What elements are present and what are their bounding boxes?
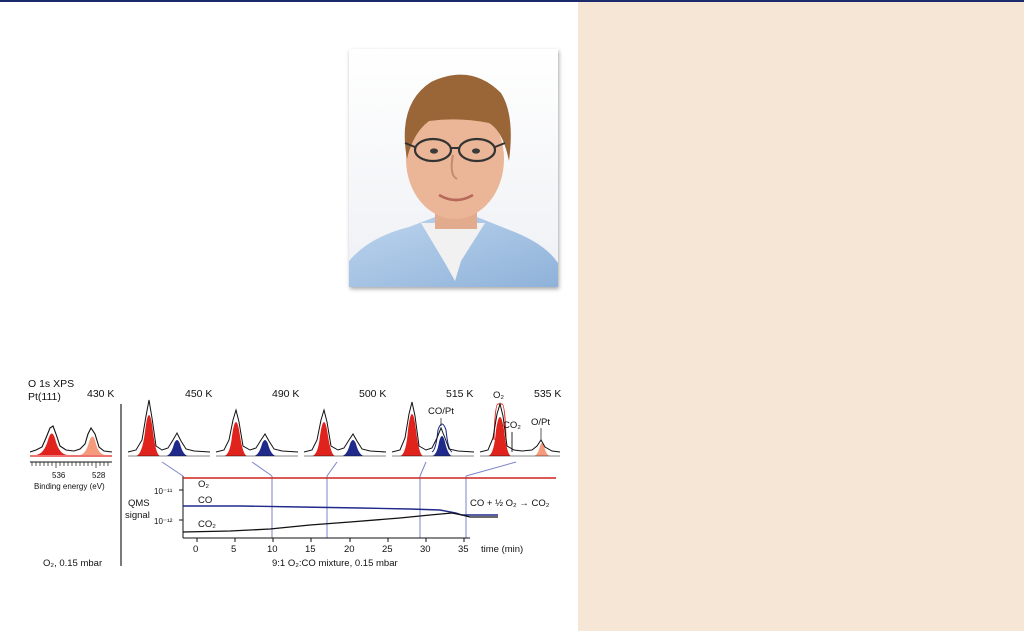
temp-label: 450 K bbox=[185, 388, 212, 400]
inset-curve bbox=[29, 425, 113, 453]
co-pt-outline bbox=[431, 423, 453, 453]
left-condition: O₂, 0.15 mbar bbox=[43, 558, 102, 569]
qms-xtick: 25 bbox=[382, 544, 393, 555]
qms-xtick: 35 bbox=[458, 544, 469, 555]
inset-spectrum: 536 528 Binding energy (eV) bbox=[29, 425, 113, 491]
top-rule bbox=[0, 0, 1024, 2]
qms-panel: QMS signal 10⁻¹¹ 10⁻¹² 0 5 10 15 20 25 3… bbox=[125, 476, 556, 569]
o2-peak bbox=[36, 433, 68, 455]
qms-xtick: 5 bbox=[231, 544, 236, 555]
temp-label: 500 K bbox=[359, 388, 386, 400]
qms-ytick: 10⁻¹² bbox=[154, 517, 173, 526]
side-panel bbox=[578, 2, 1024, 631]
panel-title-line1: O 1s XPS bbox=[28, 378, 74, 390]
peak-label-co-pt: CO/Pt bbox=[428, 406, 454, 417]
panel-title-line2: Pt(111) bbox=[28, 391, 61, 403]
peak-label-o2: O₂ bbox=[493, 390, 504, 401]
inset-tick-label: 536 bbox=[52, 471, 66, 480]
temp-label: 430 K bbox=[87, 388, 114, 400]
spectrum-535k bbox=[479, 402, 561, 457]
qms-x-axis-label: time (min) bbox=[481, 544, 523, 555]
portrait-photo bbox=[349, 49, 558, 287]
o-pt-peak bbox=[80, 436, 106, 455]
xps-qms-figure: O 1s XPS Pt(111) 430 K 450 K 490 K 500 K… bbox=[28, 378, 561, 569]
temp-label: 490 K bbox=[272, 388, 299, 400]
spectrum-490k bbox=[215, 408, 299, 457]
trace-label-co: CO bbox=[198, 495, 212, 506]
inset-tick-label: 528 bbox=[92, 471, 106, 480]
qms-x-ticks bbox=[196, 538, 465, 542]
qms-ylabel-line2: signal bbox=[125, 510, 150, 521]
temp-label: 515 K bbox=[446, 388, 473, 400]
author-photo bbox=[349, 49, 558, 287]
spectrum-515k bbox=[391, 401, 475, 457]
qms-xtick: 30 bbox=[420, 544, 431, 555]
qms-ytick: 10⁻¹¹ bbox=[154, 487, 173, 496]
spectrum-450k bbox=[127, 399, 211, 457]
peak-label-co2: CO₂ bbox=[503, 420, 521, 431]
peak-label-o-pt: O/Pt bbox=[531, 417, 550, 428]
inset-ticks bbox=[31, 462, 109, 468]
qms-xtick: 10 bbox=[267, 544, 278, 555]
temp-label: 535 K bbox=[534, 388, 561, 400]
spectrum-500k bbox=[303, 408, 387, 457]
trace-label-co2: CO₂ bbox=[198, 519, 216, 530]
qms-xtick: 0 bbox=[193, 544, 198, 555]
trace-label-o2: O₂ bbox=[198, 479, 209, 490]
mixture-caption: 9:1 O₂:CO mixture, 0.15 mbar bbox=[272, 558, 398, 569]
inset-x-axis-label: Binding energy (eV) bbox=[34, 482, 105, 491]
reaction-equation: CO + ½ O₂ → CO₂ bbox=[470, 498, 550, 509]
co-trace bbox=[183, 505, 498, 516]
qms-xtick: 20 bbox=[344, 544, 355, 555]
qms-xtick: 15 bbox=[305, 544, 316, 555]
qms-ylabel-line1: QMS bbox=[128, 498, 150, 509]
co2-trace bbox=[182, 512, 498, 533]
